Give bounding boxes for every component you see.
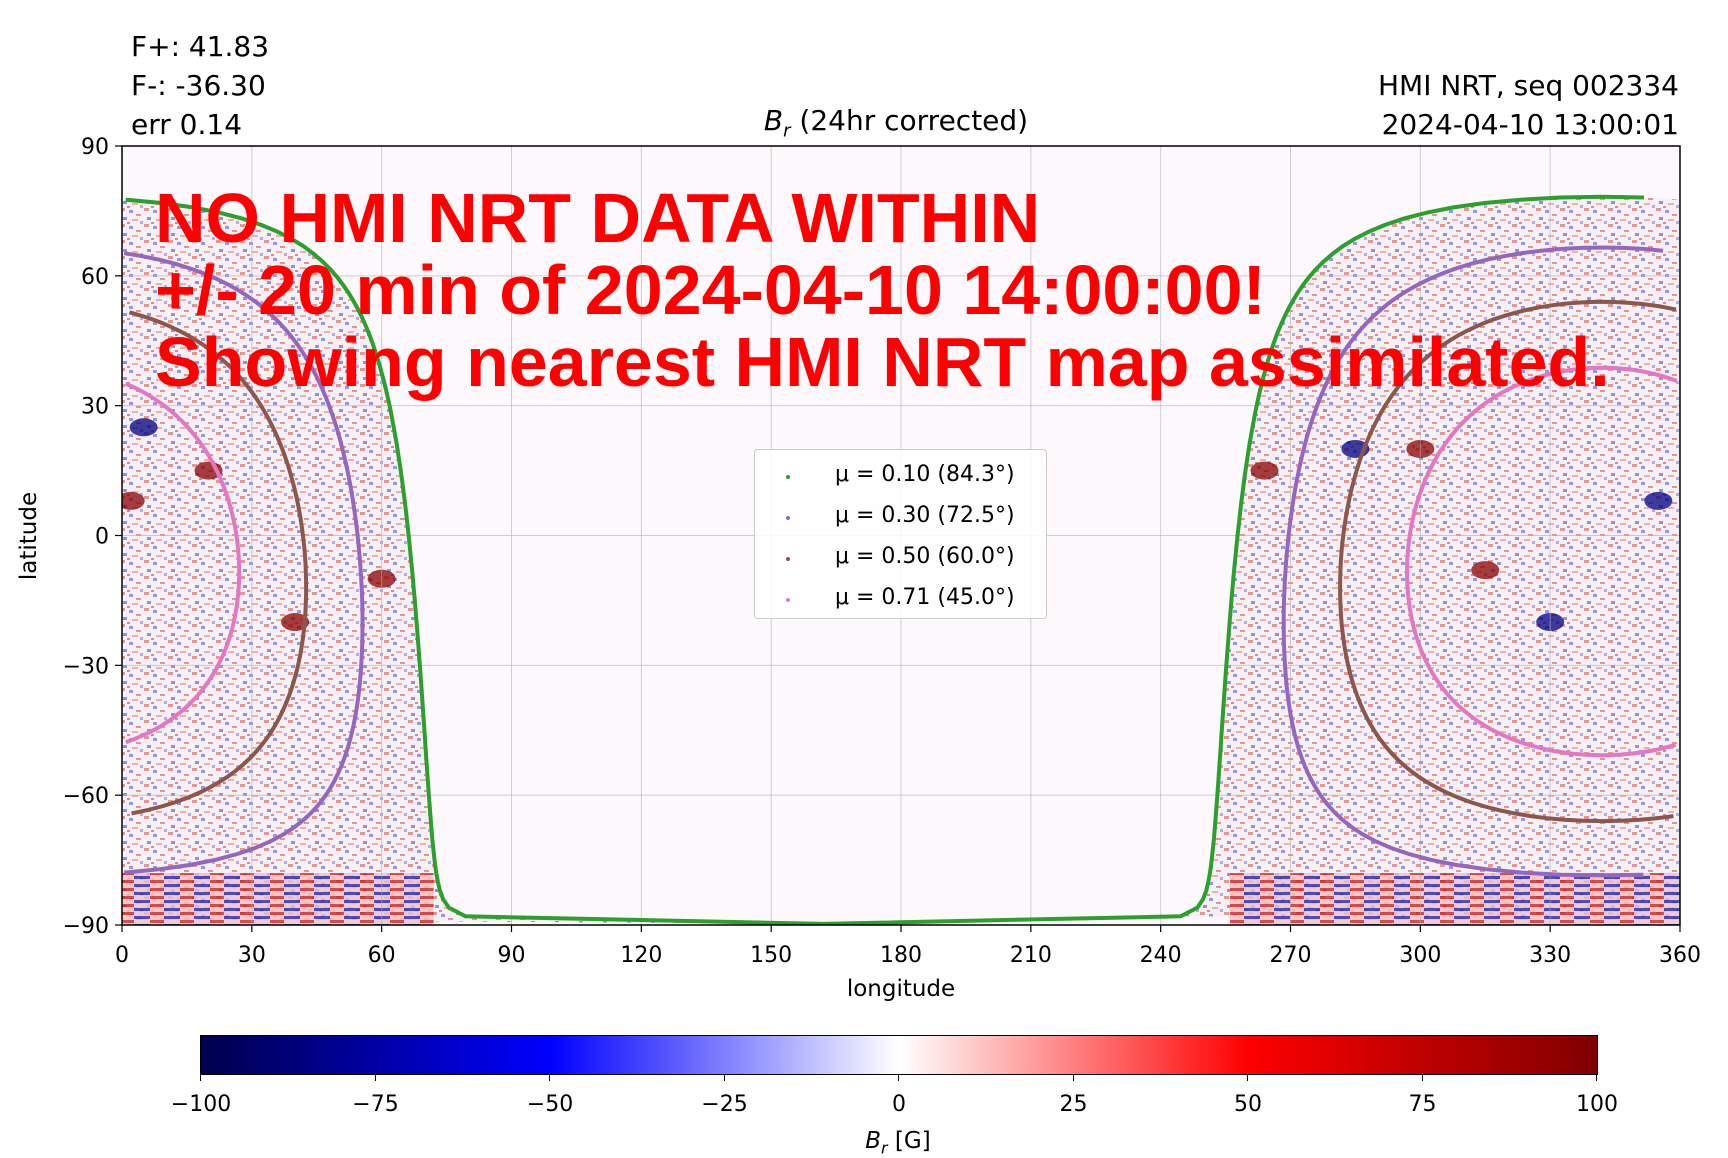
colorbar-tick-mark <box>1073 1074 1074 1081</box>
colorbar <box>200 1035 1598 1075</box>
legend-marker <box>786 516 790 520</box>
colorbar-tick-label: 50 <box>1198 1092 1298 1117</box>
no-data-warning: NO HMI NRT DATA WITHIN+/- 20 min of 2024… <box>155 182 1610 398</box>
legend-entry: μ = 0.50 (60.0°) <box>755 544 1046 574</box>
mu-contour-line <box>1687 302 1728 821</box>
colorbar-tick-mark <box>1247 1074 1248 1081</box>
active-region <box>130 418 158 436</box>
legend-entry: μ = 0.71 (45.0°) <box>755 585 1046 615</box>
colorbar-tick-label: 0 <box>849 1092 949 1117</box>
colorbar-tick-label: −75 <box>326 1092 426 1117</box>
x-axis-label: longitude <box>0 976 1728 1002</box>
y-tick-label: 30 <box>81 395 109 420</box>
legend-marker <box>786 475 790 479</box>
legend-entry: μ = 0.30 (72.5°) <box>755 503 1046 533</box>
active-region <box>117 492 145 510</box>
mu-contour-line <box>1684 197 1728 924</box>
colorbar-tick-label: 100 <box>1547 1092 1647 1117</box>
colorbar-tick-label: 25 <box>1024 1092 1124 1117</box>
mu-contour-line <box>1684 368 1728 756</box>
active-region <box>1471 561 1499 579</box>
chart-legend: μ = 0.10 (84.3°) μ = 0.30 (72.5°) μ = 0.… <box>754 449 1047 619</box>
mu-contour-line <box>0 197 86 924</box>
colorbar-tick-label: −50 <box>500 1092 600 1117</box>
legend-entry: μ = 0.10 (84.3°) <box>755 462 1046 492</box>
y-tick-label: 60 <box>81 265 109 290</box>
colorbar-tick-mark <box>898 1074 899 1081</box>
colorbar-label: Br [G] <box>0 1128 1728 1158</box>
y-axis-label: latitude <box>16 492 42 580</box>
y-tick-label: 90 <box>81 135 109 160</box>
legend-marker <box>786 598 790 602</box>
y-tick-label: −30 <box>63 654 109 679</box>
y-tick-label: 0 <box>95 525 109 550</box>
colorbar-tick-label: −25 <box>675 1092 775 1117</box>
x-tick-label: 90 <box>498 943 526 968</box>
polar-noise-west <box>122 873 434 925</box>
x-tick-label: 240 <box>1140 943 1182 968</box>
x-tick-label: 330 <box>1529 943 1571 968</box>
x-tick-label: 360 <box>1659 943 1701 968</box>
polar-noise-east <box>1230 873 1680 925</box>
colorbar-tick-mark <box>375 1074 376 1081</box>
x-tick-label: 300 <box>1399 943 1441 968</box>
mu-contour-line <box>1682 248 1728 876</box>
x-tick-label: 150 <box>750 943 792 968</box>
x-tick-label: 270 <box>1270 943 1312 968</box>
x-tick-label: 60 <box>368 943 396 968</box>
y-tick-label: −60 <box>63 784 109 809</box>
x-tick-label: 120 <box>620 943 662 968</box>
colorbar-tick-label: 75 <box>1373 1092 1473 1117</box>
colorbar-tick-mark <box>1596 1074 1597 1081</box>
legend-marker <box>786 557 790 561</box>
x-tick-label: 30 <box>238 943 266 968</box>
colorbar-tick-mark <box>549 1074 550 1081</box>
x-tick-label: 180 <box>880 943 922 968</box>
colorbar-tick-mark <box>724 1074 725 1081</box>
colorbar-tick-label: −100 <box>151 1092 251 1117</box>
x-tick-label: 210 <box>1010 943 1052 968</box>
x-tick-label: 0 <box>115 943 129 968</box>
colorbar-tick-mark <box>1422 1074 1423 1081</box>
active-region <box>1251 462 1279 480</box>
active-region <box>1644 492 1672 510</box>
colorbar-tick-mark <box>200 1074 201 1081</box>
y-tick-label: −90 <box>63 914 109 939</box>
